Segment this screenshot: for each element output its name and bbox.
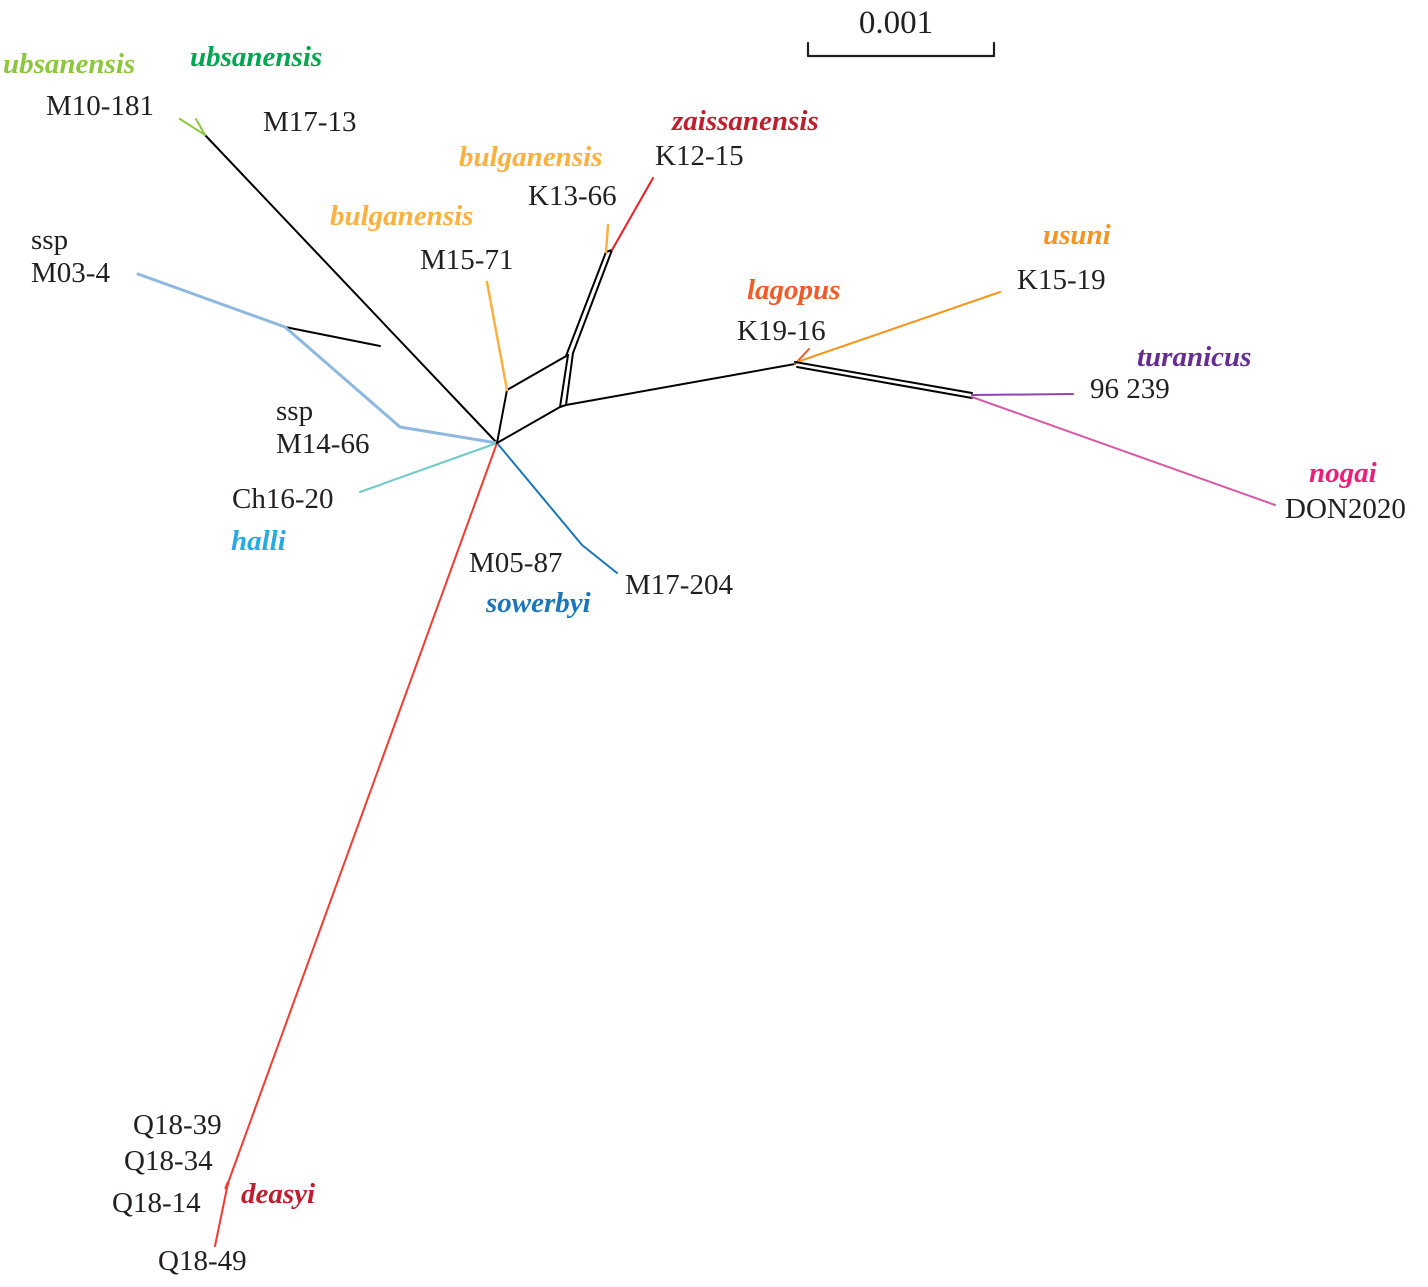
subspecies-label-bulganensis: bulganensis [459, 141, 602, 173]
branch-ssp-link [284, 326, 381, 347]
sample-label-K12-15: K12-15 [655, 140, 744, 172]
branch-K12-15 [611, 177, 654, 251]
sample-label-M05-87: M05-87 [469, 547, 562, 579]
branch-upper-a [565, 251, 607, 357]
subspecies-label-halli: halli [231, 525, 286, 557]
sample-label-Q18-39: Q18-39 [133, 1109, 222, 1141]
branch-M03-4 [136, 272, 499, 445]
subspecies-label-lagopus: lagopus [747, 274, 840, 306]
sample-label-M10-181: M10-181 [46, 90, 154, 122]
subspecies-label-deasyi: deasyi [241, 1178, 315, 1210]
branch-M10-181 [179, 118, 206, 136]
branch-96-239 [971, 393, 1074, 396]
branch-Ch16-20 [359, 442, 498, 493]
sample-label-K13-66: K13-66 [528, 180, 617, 212]
branch-upper-b [572, 249, 613, 354]
scale-bar-line [806, 41, 996, 58]
sample-label-M17-204: M17-204 [625, 569, 733, 601]
branch-K15-19 [796, 291, 1001, 363]
scale-bar: 0.001 [806, 5, 996, 58]
sample-label-Q18-49: Q18-49 [158, 1245, 247, 1277]
subspecies-label-zaissanensis: zaissanensis [671, 105, 819, 137]
branch-long-a [794, 361, 973, 394]
branch-core-2 [496, 404, 567, 444]
sample-label-M15-71: M15-71 [420, 244, 513, 276]
subspecies-label-usuni: usuni [1043, 219, 1111, 251]
branch-long-b [796, 366, 973, 399]
branch-M17-13 [195, 118, 206, 136]
branch-core-parallel-a [559, 354, 569, 408]
branch-core-1 [496, 354, 569, 444]
sample-label-K19-16: K19-16 [737, 315, 826, 347]
scale-bar-label: 0.001 [859, 5, 933, 41]
subspecies-label-turanicus: turanicus [1137, 341, 1251, 373]
branch-M17-204 [496, 442, 618, 574]
sample-label-Q18-14: Q18-14 [112, 1187, 201, 1219]
subspecies-label-bulganensis: bulganensis [330, 200, 473, 232]
sample-label-Ch16-20: Ch16-20 [232, 483, 334, 515]
branch-deasyi-tip [224, 1181, 230, 1190]
sample-label-Q18-34: Q18-34 [124, 1145, 213, 1177]
sample-label-ssp: ssp [31, 224, 68, 256]
branch-bulganensis-M15 [485, 280, 509, 392]
branch-DON2020 [971, 396, 1276, 506]
sample-label-M14-66: M14-66 [276, 428, 369, 460]
sample-label-K15-19: K15-19 [1017, 264, 1106, 296]
sample-label-M03-4: M03-4 [31, 257, 110, 289]
subspecies-label-ubsanensis: ubsanensis [190, 41, 322, 73]
branch-ubsanensis-trunk [204, 134, 498, 444]
branch-K13-66 [604, 223, 610, 254]
branch-right-trunk [565, 363, 796, 406]
sample-label-DON2020: DON2020 [1285, 493, 1406, 525]
subspecies-label-ubsanensis: ubsanensis [3, 48, 135, 80]
subspecies-label-sowerbyi: sowerbyi [485, 587, 591, 619]
sample-label-96-239: 96 239 [1090, 373, 1170, 405]
branch-core-parallel-b [565, 352, 574, 406]
sample-label-M17-13: M17-13 [263, 106, 356, 138]
subspecies-label-nogai: nogai [1309, 457, 1377, 489]
branch-deasyi [214, 442, 498, 1247]
sample-label-ssp: ssp [276, 395, 313, 427]
